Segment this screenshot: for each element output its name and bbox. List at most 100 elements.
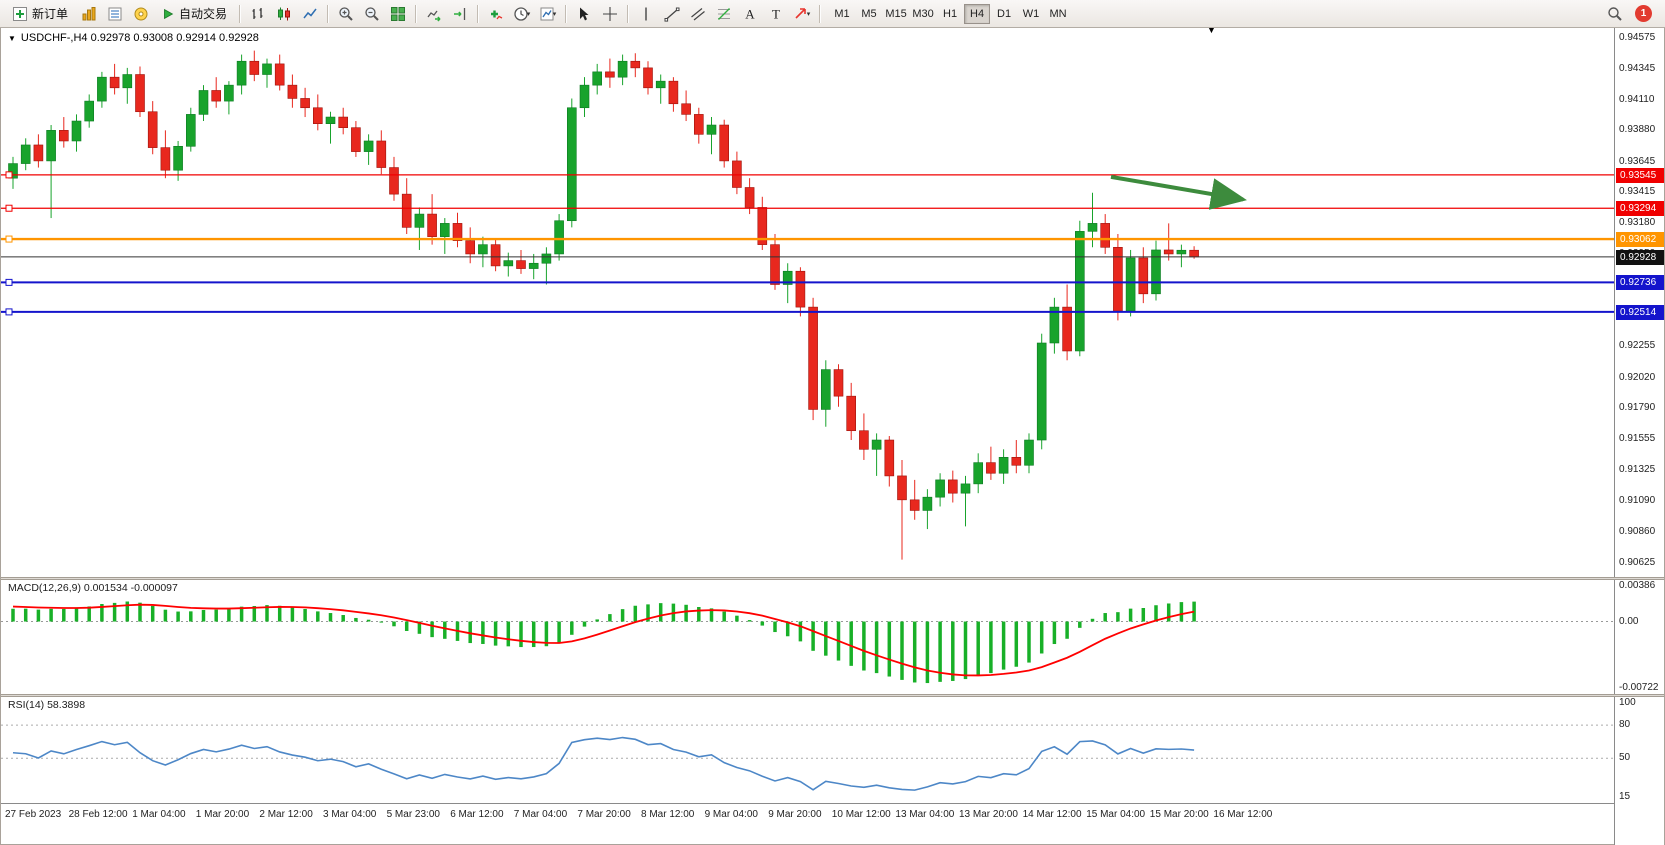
trendline-button[interactable]: [659, 3, 684, 25]
macd-pane: MACD(12,26,9) 0.001534 -0.000097: [1, 580, 1614, 694]
time-tick: 16 Mar 12:00: [1213, 809, 1273, 820]
price-tick: 0.93180: [1619, 217, 1656, 229]
price-tick: 0.91790: [1619, 402, 1656, 414]
label-button[interactable]: T: [763, 3, 788, 25]
cursor-icon: [579, 7, 589, 20]
price-axis[interactable]: 0.94575 0.94345 0.94110 0.93880 0.93645 0.934…: [1614, 28, 1664, 845]
candlestick-chart-icon: [277, 7, 290, 20]
chart-shift-marker[interactable]: ▼: [1207, 28, 1216, 35]
new-order-button[interactable]: 新订单: [5, 3, 75, 25]
dropdown-caret-icon: ▾: [526, 10, 531, 18]
pane-splitter[interactable]: [1, 577, 1664, 580]
templates-button[interactable]: ▾: [535, 3, 560, 25]
timeframe-mn[interactable]: MN: [1045, 4, 1071, 24]
tile-windows-icon: [390, 6, 405, 21]
autotrading-icon: [164, 8, 174, 19]
price-tick: 0.90860: [1619, 525, 1656, 537]
shapes-icon: [795, 7, 806, 19]
dropdown-caret-icon: ▾: [806, 10, 811, 18]
line-chart-button[interactable]: [297, 3, 322, 25]
notification-badge[interactable]: 1: [1635, 5, 1652, 22]
svg-text:T: T: [772, 6, 780, 21]
auto-scroll-button[interactable]: [421, 3, 446, 25]
toolbar-divider: [627, 4, 629, 23]
fibonacci-icon: [717, 7, 730, 20]
chart-menu-icon[interactable]: ▼: [8, 33, 16, 43]
time-tick: 6 Mar 12:00: [450, 809, 504, 820]
tile-windows-button[interactable]: [385, 3, 410, 25]
price-chart[interactable]: [1, 28, 1614, 577]
navigator-button[interactable]: [128, 3, 153, 25]
timeframe-d1[interactable]: D1: [991, 4, 1017, 24]
toolbar-divider: [239, 4, 241, 23]
price-tick: 0.93415: [1619, 186, 1656, 198]
timeframe-h1[interactable]: H1: [937, 4, 963, 24]
equidistant-channel-button[interactable]: [685, 3, 710, 25]
shapes-button[interactable]: ▾: [789, 3, 814, 25]
toolbar-divider: [327, 4, 329, 23]
market-watch-icon: [82, 6, 96, 20]
fibonacci-button[interactable]: [711, 3, 736, 25]
timeframe-w1[interactable]: W1: [1018, 4, 1044, 24]
level-price-label: 0.92514: [1616, 304, 1664, 320]
time-tick: 27 Feb 2023: [5, 809, 62, 820]
bar-chart-button[interactable]: [245, 3, 270, 25]
search-button[interactable]: [1602, 3, 1627, 25]
macd-axis-tick: 0.00386: [1619, 580, 1656, 591]
vertical-line-button[interactable]: [633, 3, 658, 25]
main-price-pane: ▼ USDCHF-,H4 0.92978 0.93008 0.92914 0.9…: [1, 28, 1614, 577]
equidistant-channel-icon: [690, 7, 705, 20]
macd-indicator[interactable]: [1, 580, 1614, 694]
market-watch-button[interactable]: [76, 3, 101, 25]
current-price-label: 0.92928: [1616, 249, 1664, 265]
timeframe-m30[interactable]: M30: [910, 4, 936, 24]
pane-splitter[interactable]: [1, 694, 1664, 697]
timeframe-m1[interactable]: M1: [829, 4, 855, 24]
time-tick: 7 Mar 04:00: [513, 809, 568, 820]
timeframe-m15[interactable]: M15: [883, 4, 909, 24]
level-price-label: 0.93545: [1616, 167, 1664, 183]
time-tick: 7 Mar 20:00: [577, 809, 631, 820]
toolbar-divider: [477, 4, 479, 23]
timeframe-toolbar: M1 M5 M15 M30 H1 H4 D1 W1 MN: [829, 3, 1071, 24]
price-tick: 0.90625: [1619, 556, 1656, 568]
time-tick: 9 Mar 20:00: [768, 809, 822, 820]
line-chart-icon: [302, 8, 317, 18]
indicators-icon: [490, 10, 502, 19]
chart-ohlc-label: USDCHF-,H4 0.92978 0.93008 0.92914 0.929…: [20, 32, 259, 44]
indicators-button[interactable]: [483, 3, 508, 25]
time-tick: 15 Mar 20:00: [1149, 809, 1209, 820]
rsi-pane: RSI(14) 58.3898: [1, 697, 1614, 803]
rsi-indicator[interactable]: [1, 697, 1614, 803]
zoom-in-icon: [338, 6, 353, 21]
periods-button[interactable]: ▾: [509, 3, 534, 25]
svg-text:A: A: [745, 6, 755, 21]
vertical-line-icon: [644, 7, 647, 20]
autotrading-button[interactable]: 自动交易: [154, 3, 234, 25]
dropdown-caret-icon: ▾: [552, 10, 557, 18]
timeframe-m5[interactable]: M5: [856, 4, 882, 24]
crosshair-button[interactable]: [597, 3, 622, 25]
chart-shift-button[interactable]: [447, 3, 472, 25]
text-button[interactable]: A: [737, 3, 762, 25]
toolbar-divider: [819, 4, 821, 23]
data-window-button[interactable]: [102, 3, 127, 25]
candlestick-chart-button[interactable]: [271, 3, 296, 25]
price-tick: 0.91325: [1619, 463, 1656, 475]
new-order-icon: [13, 6, 27, 21]
navigator-icon: [134, 7, 148, 20]
cursor-button[interactable]: [571, 3, 596, 25]
time-axis[interactable]: 27 Feb 2023 28 Feb 12:00 1 Mar 04:00 1 Mar …: [1, 803, 1614, 825]
timeframe-h4[interactable]: H4: [964, 3, 991, 24]
bar-chart-icon: [252, 7, 263, 19]
level-price-label: 0.93294: [1616, 201, 1664, 217]
zoom-out-button[interactable]: [359, 3, 384, 25]
macd-axis-tick: 0.00: [1619, 615, 1639, 627]
toolbar-right: 1: [1602, 3, 1660, 25]
price-tick: 0.91090: [1619, 495, 1656, 507]
trendline-icon: [664, 7, 680, 22]
price-tick: 0.93880: [1619, 124, 1656, 136]
zoom-in-button[interactable]: [333, 3, 358, 25]
label-icon: T: [772, 6, 780, 21]
time-tick: 9 Mar 04:00: [704, 809, 758, 820]
